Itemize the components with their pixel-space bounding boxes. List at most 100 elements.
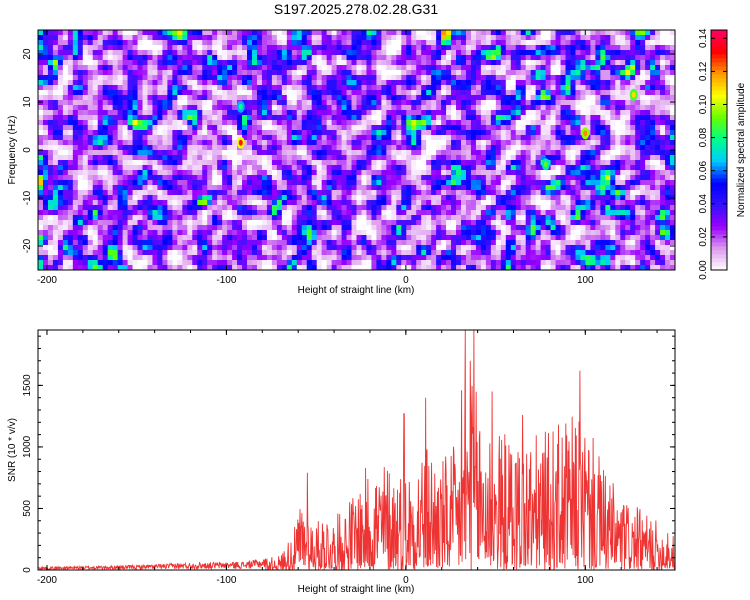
heatmap-cell xyxy=(251,145,258,151)
heatmap-cell xyxy=(341,110,347,116)
heatmap-cell xyxy=(157,215,163,221)
heatmap-cell xyxy=(555,165,561,171)
heatmap-cell xyxy=(217,95,223,101)
heatmap-cell xyxy=(510,125,517,131)
heatmap-cell xyxy=(251,55,258,61)
heatmap-cell xyxy=(152,110,158,116)
heatmap-cell xyxy=(286,120,293,126)
heatmap-cell xyxy=(217,185,223,191)
heatmap-cell xyxy=(102,160,109,166)
heatmap-cell xyxy=(197,35,203,41)
heatmap-cell xyxy=(530,120,537,126)
heatmap-cell xyxy=(550,40,556,46)
heatmap-cell xyxy=(117,125,124,131)
heatmap-cell xyxy=(107,125,114,131)
heatmap-cell xyxy=(446,220,452,226)
heatmap-cell xyxy=(391,215,397,221)
heatmap-cell xyxy=(261,115,268,121)
heatmap-cell xyxy=(665,70,671,76)
heatmap-cell xyxy=(172,30,178,36)
heatmap-cell xyxy=(67,105,74,111)
heatmap-cell xyxy=(182,165,188,171)
heatmap-cell xyxy=(271,60,278,66)
heatmap-cell xyxy=(192,85,198,91)
heatmap-cell xyxy=(132,190,138,196)
heatmap-cell xyxy=(620,190,626,196)
heatmap-cell xyxy=(461,130,467,136)
heatmap-cell xyxy=(361,190,367,196)
heatmap-cell xyxy=(247,90,253,96)
heatmap-cell xyxy=(132,115,138,121)
heatmap-cell xyxy=(665,110,671,116)
heatmap-cell xyxy=(142,180,148,186)
heatmap-cell xyxy=(326,110,333,116)
heatmap-cell xyxy=(635,85,641,91)
heatmap-cell xyxy=(361,180,367,186)
heatmap-cell xyxy=(247,215,253,221)
heatmap-cell xyxy=(525,220,532,226)
heatmap-cell xyxy=(396,185,402,191)
heatmap-cell xyxy=(630,110,636,116)
heatmap-cell xyxy=(271,155,278,161)
heatmap-cell xyxy=(326,60,333,66)
heatmap-cell xyxy=(575,180,581,186)
heatmap-cell xyxy=(396,80,402,86)
heatmap-cell xyxy=(227,105,233,111)
heatmap-cell xyxy=(311,95,318,101)
heatmap-cell xyxy=(530,155,537,161)
heatmap-cell xyxy=(351,85,357,91)
heatmap-cell xyxy=(207,145,213,151)
heatmap-cell xyxy=(510,190,517,196)
heatmap-cell xyxy=(92,105,99,111)
heatmap-cell xyxy=(605,195,611,201)
heatmap-cell xyxy=(82,85,89,91)
heatmap-cell xyxy=(57,95,64,101)
heatmap-cell xyxy=(157,220,163,226)
heatmap-cell xyxy=(655,205,661,211)
heatmap-cell xyxy=(585,140,591,146)
heatmap-cell xyxy=(202,175,208,181)
heatmap-cell xyxy=(381,70,387,76)
heatmap-cell xyxy=(535,195,542,201)
heatmap-cell xyxy=(72,185,79,191)
heatmap-cell xyxy=(535,205,542,211)
heatmap-cell xyxy=(341,175,347,181)
heatmap-cell xyxy=(311,215,318,221)
heatmap-cell xyxy=(232,170,238,176)
heatmap-cell xyxy=(461,160,467,166)
heatmap-cell xyxy=(441,100,447,106)
heatmap-cell xyxy=(665,150,671,156)
heatmap-cell xyxy=(615,190,621,196)
heatmap-cell xyxy=(42,195,49,201)
heatmap-cell xyxy=(386,40,392,46)
heatmap-cell xyxy=(52,115,59,121)
heatmap-cell xyxy=(510,40,517,46)
heatmap-cell xyxy=(57,165,64,171)
heatmap-cell xyxy=(222,105,228,111)
heatmap-cell xyxy=(97,175,104,181)
heatmap-cell xyxy=(396,100,402,106)
heatmap-cell xyxy=(341,55,347,61)
heatmap-cell xyxy=(411,120,417,126)
heatmap-cell xyxy=(212,65,218,71)
heatmap-cell xyxy=(396,45,402,51)
heatmap-cell xyxy=(62,195,69,201)
heatmap-cell xyxy=(575,85,581,91)
heatmap-cell xyxy=(67,100,74,106)
heatmap-cell xyxy=(625,40,631,46)
heatmap-cell xyxy=(625,30,631,36)
heatmap-cell xyxy=(217,200,223,206)
heatmap-cell xyxy=(182,160,188,166)
heatmap-cell xyxy=(361,130,367,136)
heatmap-cell xyxy=(441,180,447,186)
heatmap-cell xyxy=(77,85,84,91)
heatmap-cell xyxy=(381,175,387,181)
heatmap-cell xyxy=(446,50,452,56)
heatmap-cell xyxy=(291,210,298,216)
heatmap-cell xyxy=(336,130,342,136)
heatmap-cell xyxy=(540,75,547,81)
heatmap-cell xyxy=(620,210,626,216)
heatmap-cell xyxy=(426,170,432,176)
heatmap-cell xyxy=(237,45,243,51)
heatmap-cell xyxy=(550,105,556,111)
